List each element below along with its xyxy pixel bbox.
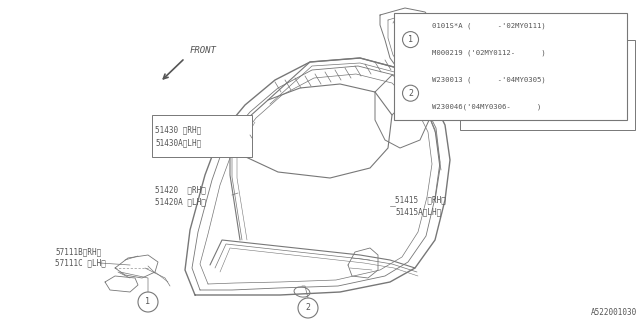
Text: W230013 (      -'04MY0305): W230013 ( -'04MY0305) <box>433 76 546 83</box>
Text: A522001030: A522001030 <box>591 308 637 317</box>
Text: 51472V〈RH〉: 51472V〈RH〉 <box>464 58 510 67</box>
Text: 51415A〈LH〉: 51415A〈LH〉 <box>395 207 441 217</box>
Text: 2: 2 <box>408 89 413 98</box>
Text: 51420A 〈LH〉: 51420A 〈LH〉 <box>155 197 206 206</box>
Text: 51475A〈LH〉: 51475A〈LH〉 <box>492 23 538 33</box>
Text: W230046('04MY0306-      ): W230046('04MY0306- ) <box>433 103 542 110</box>
Text: 51475 〈RH〉: 51475 〈RH〉 <box>492 13 538 22</box>
Bar <box>460 40 635 130</box>
Bar <box>394 13 627 120</box>
Text: 51430A〈LH〉: 51430A〈LH〉 <box>155 139 201 148</box>
Text: 57111C 〈LH〉: 57111C 〈LH〉 <box>55 259 106 268</box>
Text: 51420  〈RH〉: 51420 〈RH〉 <box>155 186 206 195</box>
Text: M000219 ('02MY0112-      ): M000219 ('02MY0112- ) <box>433 50 546 56</box>
Text: 51415  〈RH〉: 51415 〈RH〉 <box>395 196 446 204</box>
Bar <box>152 115 252 157</box>
Text: 51472W〈LH〉: 51472W〈LH〉 <box>464 69 510 78</box>
Text: 2: 2 <box>305 303 310 313</box>
Text: 51410A〈LH〉: 51410A〈LH〉 <box>545 76 591 84</box>
Text: 1: 1 <box>408 35 413 44</box>
Text: 51410 〈RH〉: 51410 〈RH〉 <box>545 63 591 73</box>
Text: FRONT: FRONT <box>190 46 217 55</box>
Text: 57111B〈RH〉: 57111B〈RH〉 <box>55 247 101 257</box>
Text: 51430 〈RH〉: 51430 〈RH〉 <box>155 125 201 134</box>
Text: 0101S*A (      -'02MY0111): 0101S*A ( -'02MY0111) <box>433 23 546 29</box>
Text: 1: 1 <box>145 298 150 307</box>
